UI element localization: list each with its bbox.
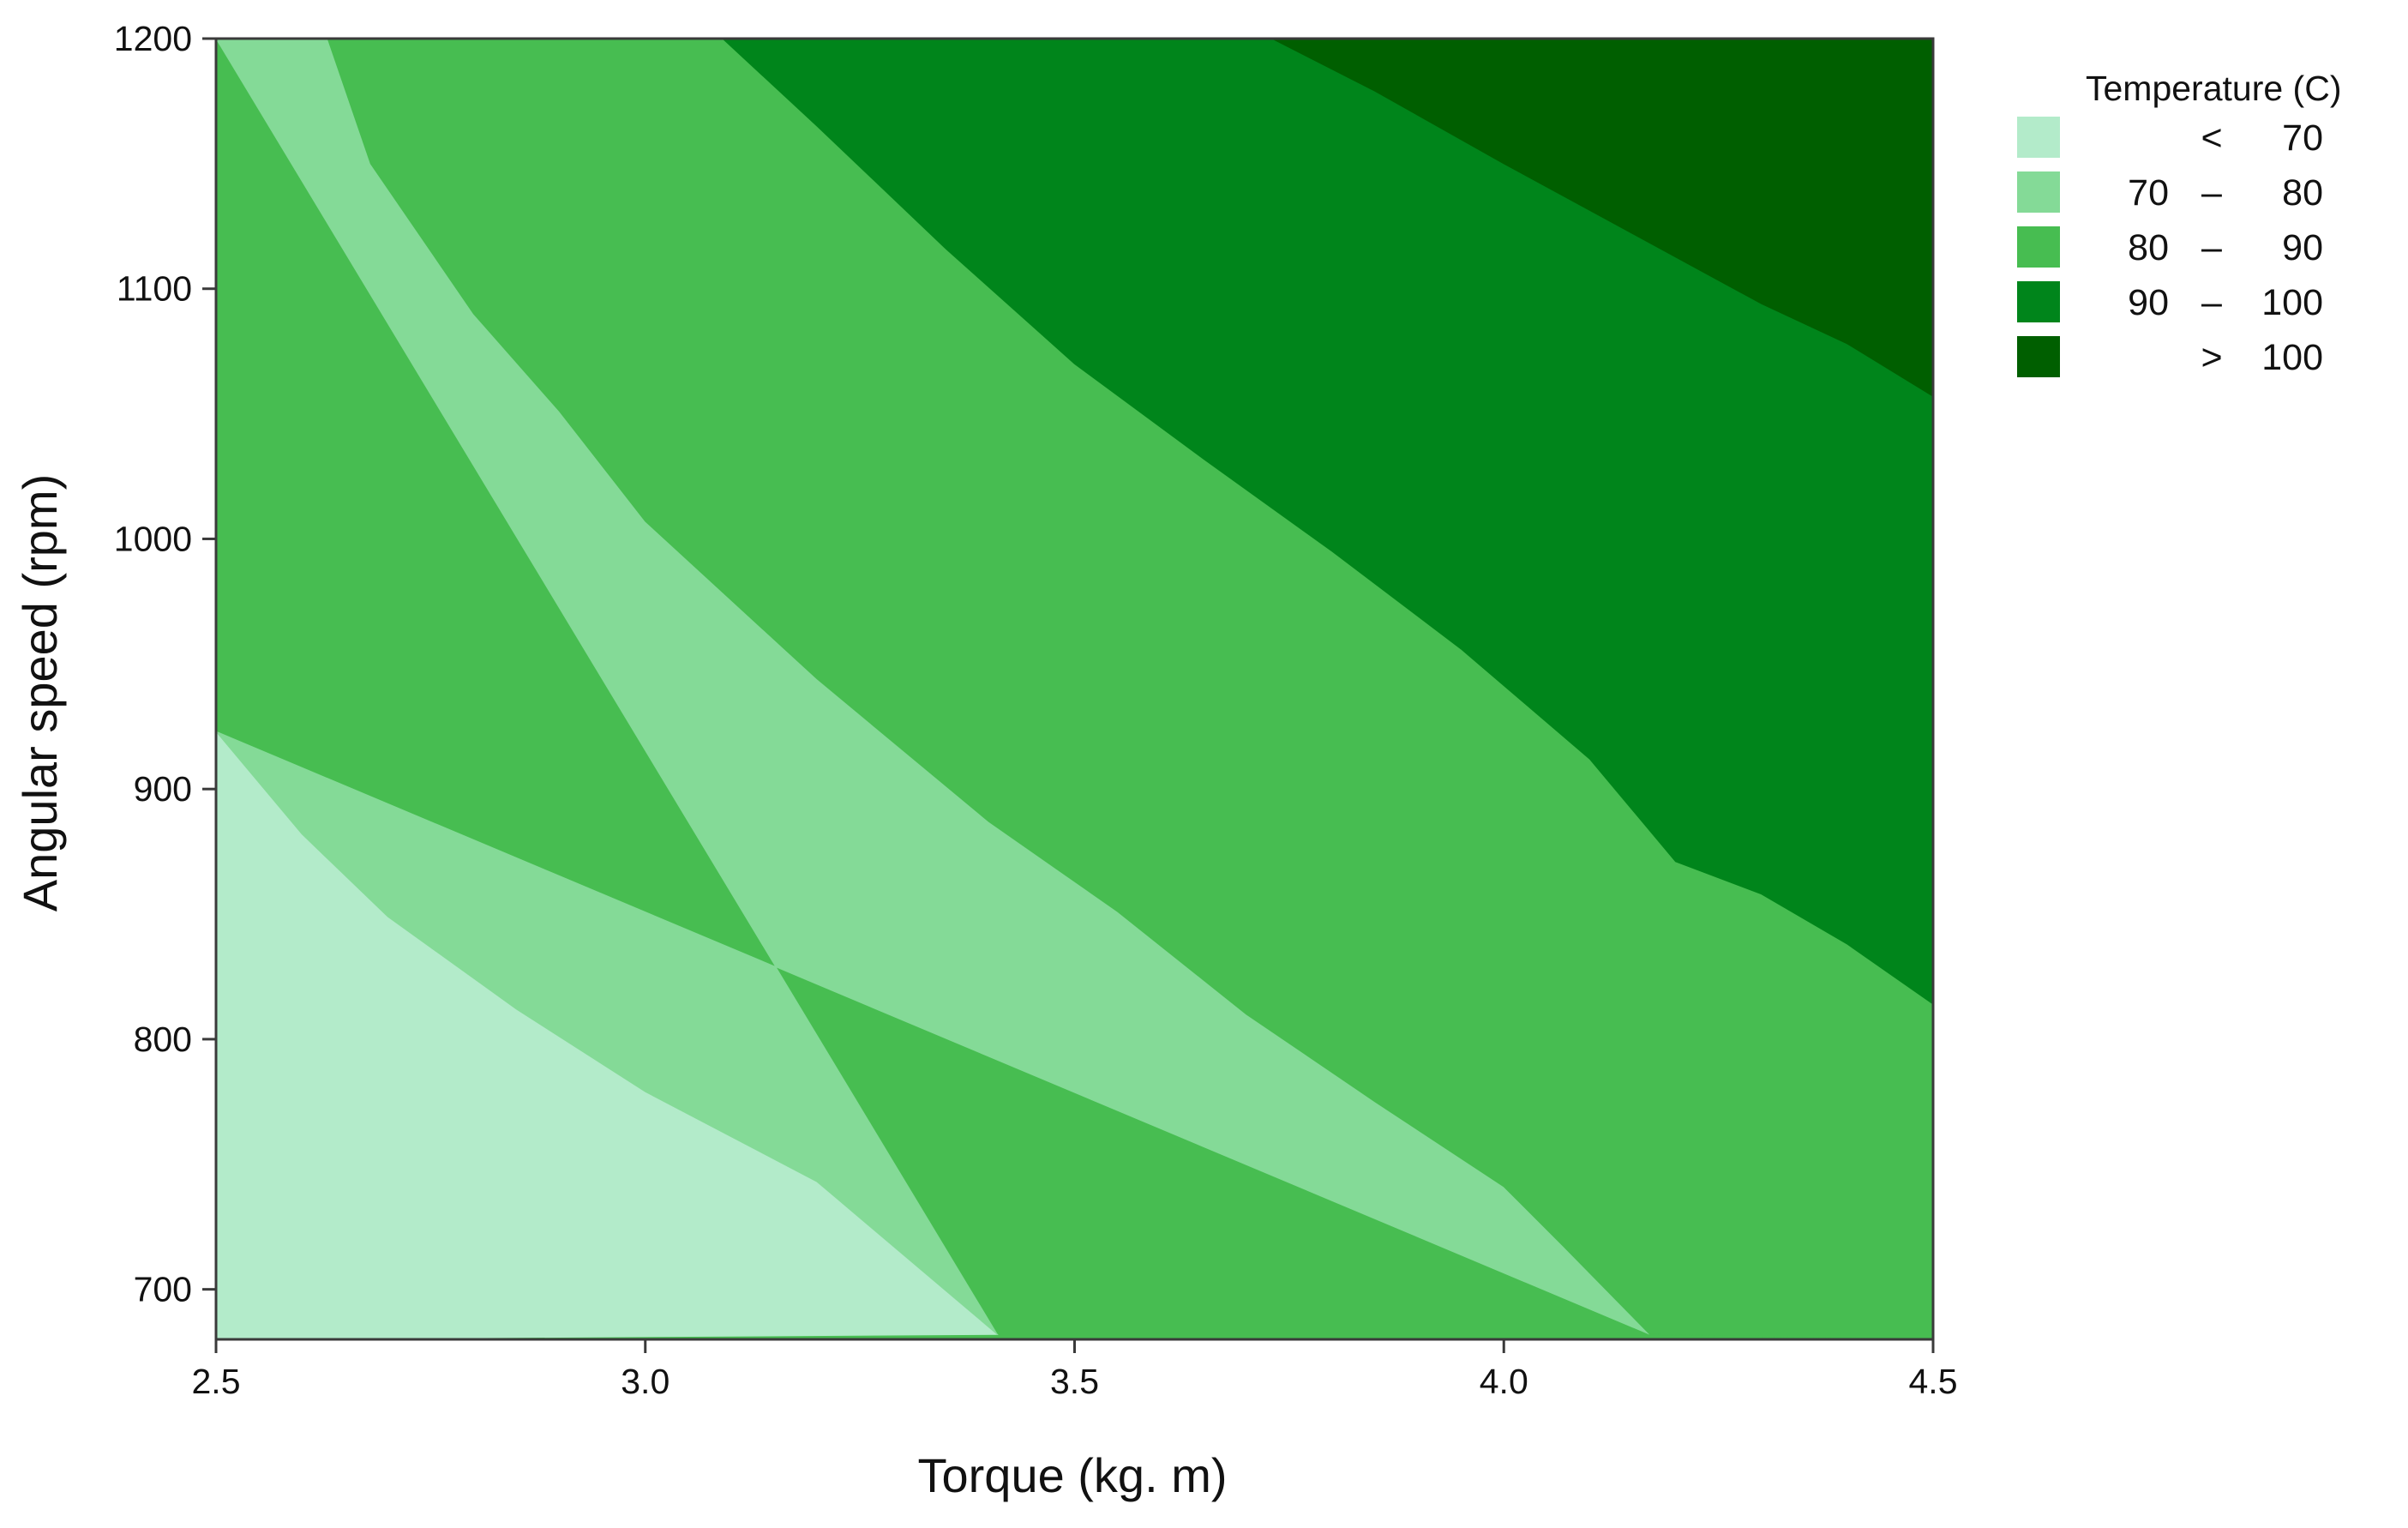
legend-separator: < xyxy=(2201,117,2222,159)
legend-swatch xyxy=(2017,336,2060,377)
x-tick-label: 2.5 xyxy=(192,1362,241,1401)
y-tick-label: 1100 xyxy=(117,269,192,309)
contour-regions xyxy=(215,38,1934,1340)
y-axis-title: Angular speed (rpm) xyxy=(13,474,67,911)
legend-swatch xyxy=(2017,171,2060,213)
x-tick-label: 3.0 xyxy=(621,1362,670,1401)
legend-separator: > xyxy=(2201,337,2222,378)
x-tick-label: 4.0 xyxy=(1480,1362,1528,1401)
y-tick-label: 800 xyxy=(134,1020,192,1059)
legend-low-value: 90 xyxy=(2128,282,2169,323)
x-tick-label: 4.5 xyxy=(1909,1362,1958,1401)
legend-separator: – xyxy=(2201,282,2222,323)
legend-separator: – xyxy=(2201,172,2222,214)
y-axis: 700 800 900 1000 1100 1200 xyxy=(114,19,216,1309)
legend-swatch xyxy=(2017,117,2060,158)
legend-high-value: 80 xyxy=(2282,172,2323,214)
y-tick-label: 700 xyxy=(134,1270,192,1309)
legend-separator: – xyxy=(2201,227,2222,268)
legend-high-value: 100 xyxy=(2261,282,2323,323)
legend-high-value: 70 xyxy=(2282,117,2323,159)
legend-high-value: 90 xyxy=(2282,227,2323,268)
y-tick-label: 1000 xyxy=(114,519,192,558)
legend-title: Temperature (C) xyxy=(2086,69,2341,108)
legend-high-value: 100 xyxy=(2261,337,2323,378)
legend-low-value: 80 xyxy=(2128,227,2169,268)
x-tick-label: 3.5 xyxy=(1050,1362,1099,1401)
y-tick-label: 1200 xyxy=(114,19,192,58)
y-tick-label: 900 xyxy=(134,769,192,809)
x-axis-title: Torque (kg. m) xyxy=(918,1448,1228,1502)
legend-swatch xyxy=(2017,226,2060,268)
legend-low-value: 70 xyxy=(2128,172,2169,214)
x-axis: 2.5 3.0 3.5 4.0 4.5 xyxy=(192,1339,1958,1401)
legend-swatch xyxy=(2017,281,2060,322)
